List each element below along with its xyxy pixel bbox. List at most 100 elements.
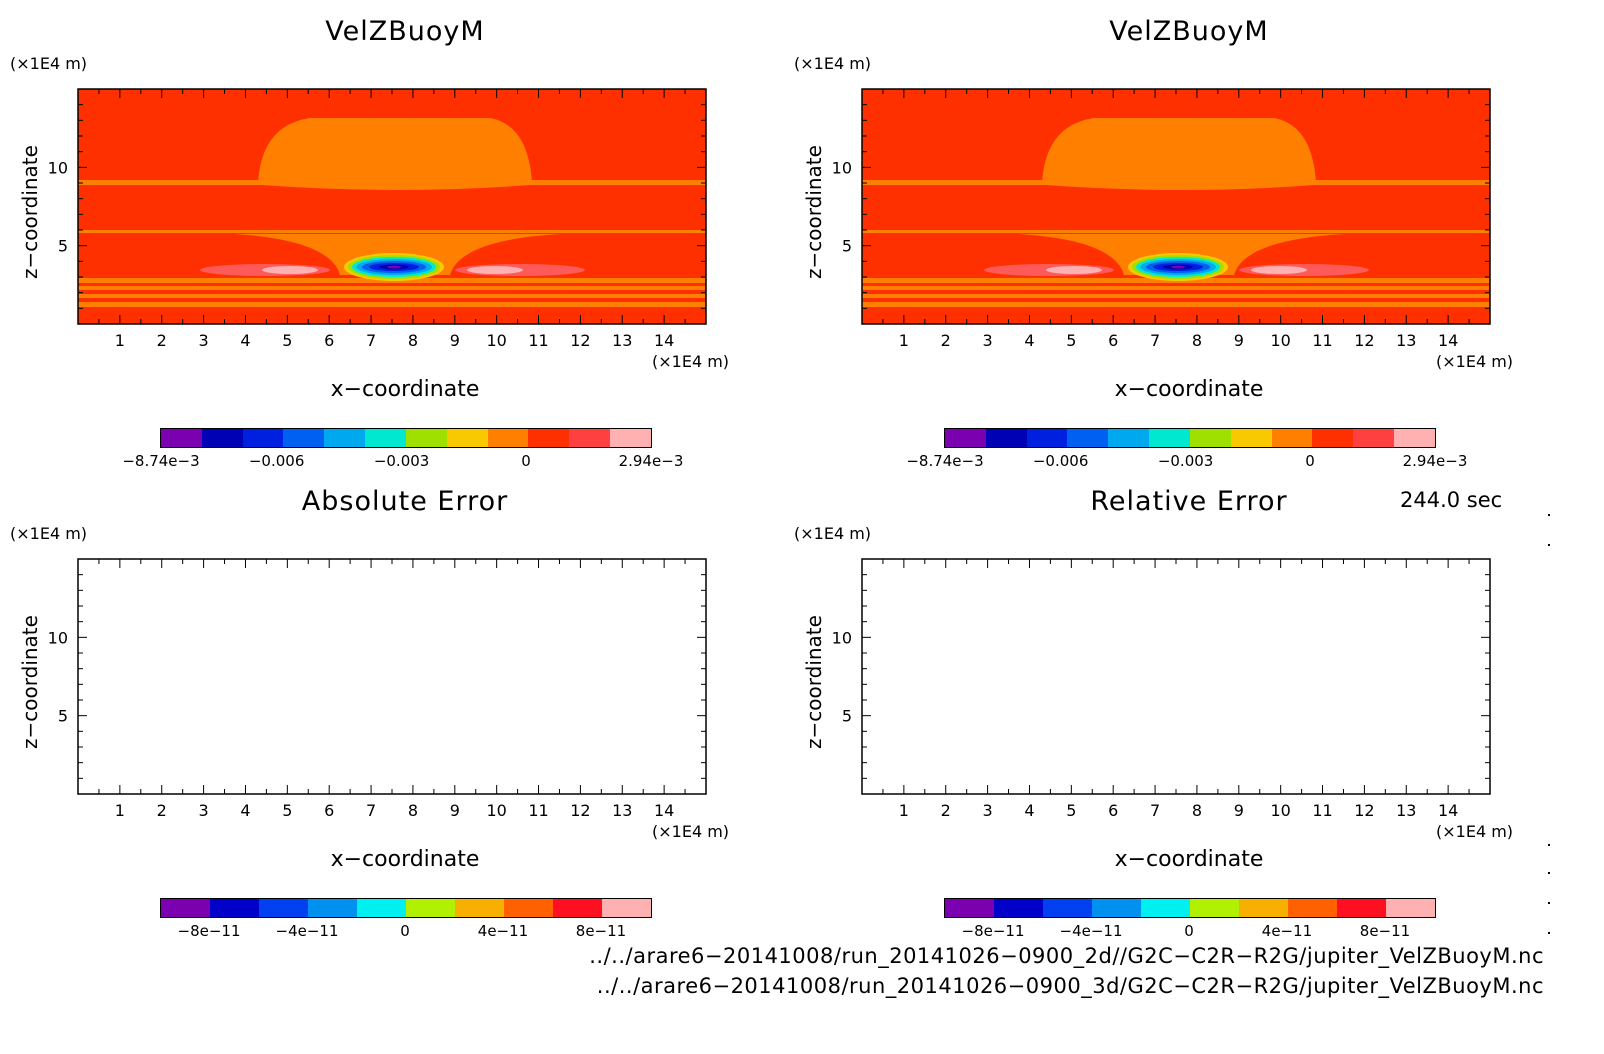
colorbar-segment <box>161 899 210 917</box>
colorbar-segment <box>602 899 651 917</box>
x-tick-label: 9 <box>1234 801 1244 820</box>
colorbar-segment <box>365 429 406 447</box>
plot-frame <box>77 558 707 795</box>
x-tick-label: 6 <box>324 331 334 350</box>
colorbar-tick-label: 4e−11 <box>1261 922 1313 940</box>
x-tick-label: 11 <box>1312 801 1332 820</box>
colorbar-segment <box>405 429 447 447</box>
colorbar-segment <box>985 429 1027 447</box>
x-tick-label: 14 <box>654 801 674 820</box>
x-axis-label: x−coordinate <box>1114 377 1264 402</box>
colorbar-ticks: −8.74e−3 −0.006 −0.003 0 2.94e−3 <box>906 452 1467 472</box>
colorbar-segment <box>324 429 366 447</box>
x-tick-label: 12 <box>570 331 590 350</box>
heatmap-field <box>78 89 706 324</box>
marker-dot <box>1548 902 1550 904</box>
colorbar-tick-label: 0 <box>521 452 531 470</box>
x-tick-label: 3 <box>983 331 993 350</box>
colorbar-segment <box>528 429 570 447</box>
colorbar-segment <box>1271 429 1313 447</box>
x-tick-label: 1 <box>115 331 125 350</box>
field-dome <box>258 118 532 182</box>
x-unit: (×1E4 m) <box>1436 822 1514 841</box>
colorbar-segment <box>1288 899 1337 917</box>
colorbar-tick-label: 0 <box>1184 922 1194 940</box>
field-band <box>862 230 1490 233</box>
y-unit: (×1E4 m) <box>794 54 872 73</box>
x-tick-label: 10 <box>486 801 506 820</box>
y-unit: (×1E4 m) <box>10 54 88 73</box>
x-unit: (×1E4 m) <box>652 822 730 841</box>
heatmap-field <box>862 89 1490 324</box>
x-axis-label: x−coordinate <box>330 847 480 872</box>
colorbar-segment <box>1239 899 1288 917</box>
y-tick-label: 5 <box>58 237 68 256</box>
x-tick-label: 14 <box>1438 801 1458 820</box>
x-tick-label: 1 <box>115 801 125 820</box>
x-tick-label: 12 <box>1354 331 1374 350</box>
x-tick-label: 12 <box>570 801 590 820</box>
file-path-2d: ../../arare6−20141008/run_20141026−0900_… <box>589 944 1544 968</box>
x-tick-label: 6 <box>1108 331 1118 350</box>
x-tick-label: 6 <box>1108 801 1118 820</box>
colorbar-segment <box>487 429 529 447</box>
colorbar-segment <box>610 429 651 447</box>
marker-dot <box>1548 844 1550 846</box>
marker-dot <box>1548 514 1550 516</box>
colorbar-segment <box>504 899 553 917</box>
colorbar-tick-label: 8e−11 <box>1359 922 1411 940</box>
colorbar-segment <box>1386 899 1435 917</box>
field-band <box>78 230 706 233</box>
time-label: 244.0 sec <box>1400 488 1503 512</box>
x-tick-label: 8 <box>408 331 418 350</box>
colorbar <box>944 898 1436 918</box>
x-tick-label: 7 <box>1150 331 1160 350</box>
x-tick-label: 3 <box>199 801 209 820</box>
colorbar-segment <box>455 899 504 917</box>
y-tick-label: 5 <box>58 707 68 726</box>
chart-title: Relative Error <box>1090 486 1288 517</box>
x-tick-label: 5 <box>1066 801 1076 820</box>
colorbar-segment <box>1026 429 1068 447</box>
colorbar-tick-label: 0 <box>400 922 410 940</box>
x-tick-label: 1 <box>899 331 909 350</box>
field-band <box>262 185 530 190</box>
colorbar-tick-label: 8e−11 <box>575 922 627 940</box>
x-tick-label: 4 <box>1024 801 1034 820</box>
x-tick-label: 6 <box>324 801 334 820</box>
x-tick-label: 5 <box>1066 331 1076 350</box>
colorbar-segment <box>201 429 243 447</box>
y-unit: (×1E4 m) <box>794 524 872 543</box>
x-tick-label: 13 <box>612 331 632 350</box>
x-tick-label: 4 <box>1024 331 1034 350</box>
x-tick-label: 7 <box>366 331 376 350</box>
x-tick-label: 5 <box>282 801 292 820</box>
chart-title: VelZBuoyM <box>325 16 485 47</box>
field-lobe <box>1046 266 1102 274</box>
y-tick-label: 5 <box>842 237 852 256</box>
x-tick-label: 11 <box>1312 331 1332 350</box>
field-band <box>862 294 1490 298</box>
field-band <box>862 302 1490 307</box>
x-tick-label: 10 <box>1270 801 1290 820</box>
colorbar-segment <box>1394 429 1435 447</box>
field-band <box>78 302 706 307</box>
x-axis-label: x−coordinate <box>1114 847 1264 872</box>
colorbar-tick-label: 2.94e−3 <box>618 452 684 470</box>
colorbar-segment <box>945 429 986 447</box>
x-tick-label: 11 <box>528 331 548 350</box>
colorbar-segment <box>1043 899 1092 917</box>
y-tick-label: 10 <box>48 158 68 177</box>
x-tick-label: 10 <box>486 331 506 350</box>
colorbar-tick-label: −0.006 <box>1032 452 1089 470</box>
colorbar-ticks: −8.74e−3 −0.006 −0.003 0 2.94e−3 <box>122 452 683 472</box>
y-unit: (×1E4 m) <box>10 524 88 543</box>
x-tick-label: 14 <box>1438 331 1458 350</box>
y-tick-label: 10 <box>832 628 852 647</box>
colorbar-ticks: −8e−11 −4e−11 0 4e−11 8e−11 <box>944 922 1436 942</box>
x-tick-label: 1 <box>899 801 909 820</box>
